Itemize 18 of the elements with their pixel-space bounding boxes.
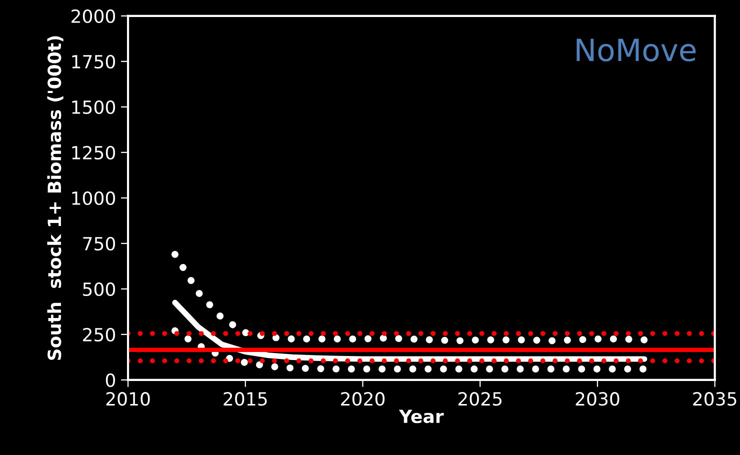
y-tick-label: 500 [83,282,116,296]
x-axis-title: Year [398,410,444,424]
x-tick-label: 2025 [458,392,502,406]
y-tick-label: 250 [83,328,116,342]
y-tick-label: 2000 [72,9,116,24]
y-tick-label: 750 [83,236,116,251]
y-axis-title: South stock 1+ Biomass ('000t) [47,36,64,360]
x-tick-label: 2020 [341,392,385,406]
y-tick-label: 1750 [72,54,116,69]
y-tick-label: 1250 [72,146,116,160]
x-tick-label: 2010 [106,392,150,406]
x-tick-label: 2035 [693,392,736,406]
y-tick-label: 0 [106,373,116,388]
annotation: NoMove [576,38,696,62]
y-tick-label: 1000 [72,191,116,206]
y-tick-label: 1500 [72,100,116,114]
x-tick-label: 2015 [224,392,267,406]
x-tick-label: 2030 [576,392,620,406]
